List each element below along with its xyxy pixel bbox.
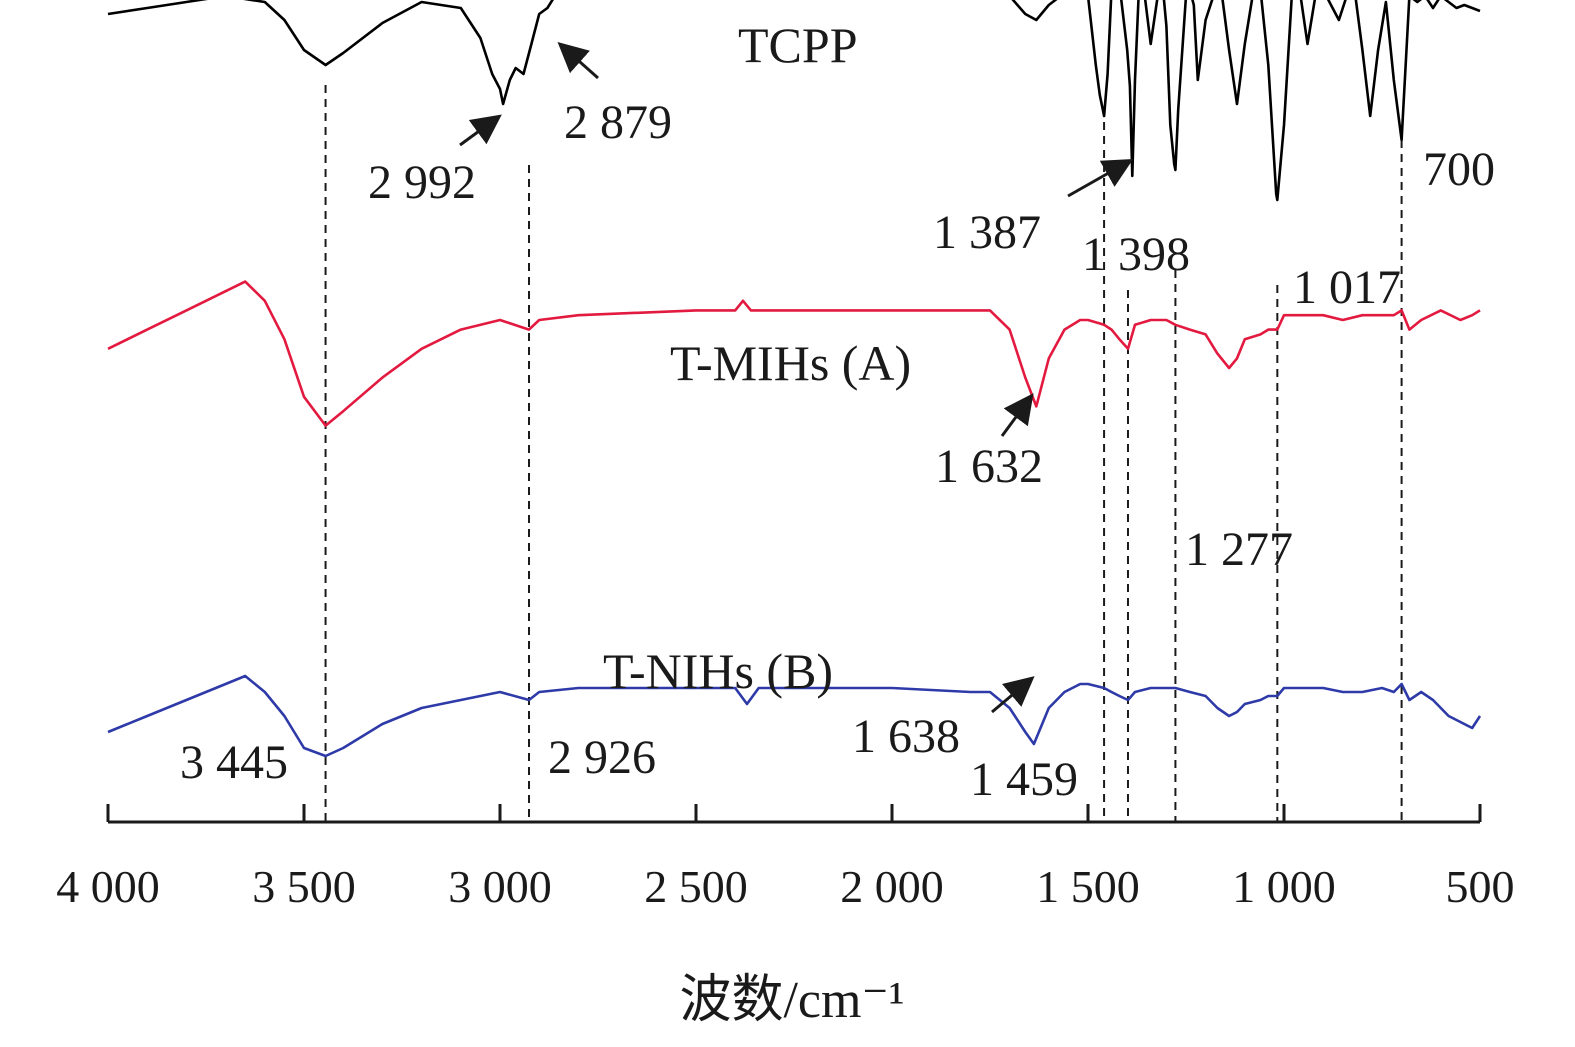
x-tick-label-3500: 3 500 (252, 861, 356, 912)
peak-label-1638: 1 638 (852, 710, 960, 763)
arrow-1638 (991, 676, 1035, 714)
series-label-t-nihs: T-NIHs (B) (603, 643, 833, 699)
spectra-curves (107, 0, 1482, 758)
reference-lines (324, 85, 1403, 822)
series-line-t-mihs-a (107, 280, 1481, 427)
x-tick-label-500: 500 (1446, 861, 1515, 912)
series-line-tcpp (107, 0, 1481, 202)
peak-label-3445: 3 445 (180, 736, 288, 789)
peak-arrows (459, 42, 1134, 714)
x-tick-label-4000: 4 000 (56, 861, 160, 912)
arrow-1387 (1067, 159, 1134, 198)
peak-label-1632: 1 632 (935, 440, 1043, 493)
peak-label-2879: 2 879 (564, 96, 672, 149)
peak-label-2926: 2 926 (548, 731, 656, 784)
peak-label-1277: 1 277 (1185, 523, 1293, 576)
x-axis-ticks: 4 000 3 500 3 000 2 500 2 000 1 500 1 000 500 (56, 804, 1515, 912)
arrow-2879 (557, 42, 599, 80)
series-label-tcpp: TCPP (738, 17, 858, 73)
peak-label-2992: 2 992 (368, 156, 476, 209)
peak-label-1459: 1 459 (970, 753, 1078, 806)
peak-label-1017: 1 017 (1293, 261, 1401, 314)
x-tick-label-2000: 2 000 (840, 861, 944, 912)
x-tick-label-3000: 3 000 (448, 861, 552, 912)
x-axis-title: 波数/cm⁻¹ (679, 972, 904, 1029)
peak-label-1398: 1 398 (1082, 228, 1190, 281)
arrow-1632 (1000, 393, 1034, 437)
arrow-2992 (459, 114, 502, 147)
peak-label-700: 700 (1423, 143, 1495, 196)
x-tick-label-2500: 2 500 (644, 861, 748, 912)
x-tick-label-1000: 1 000 (1232, 861, 1336, 912)
peak-label-1387: 1 387 (933, 206, 1041, 259)
series-label-t-mihs: T-MIHs (A) (670, 335, 911, 391)
x-tick-label-1500: 1 500 (1036, 861, 1140, 912)
series-line-t-nihs-b (107, 674, 1482, 758)
